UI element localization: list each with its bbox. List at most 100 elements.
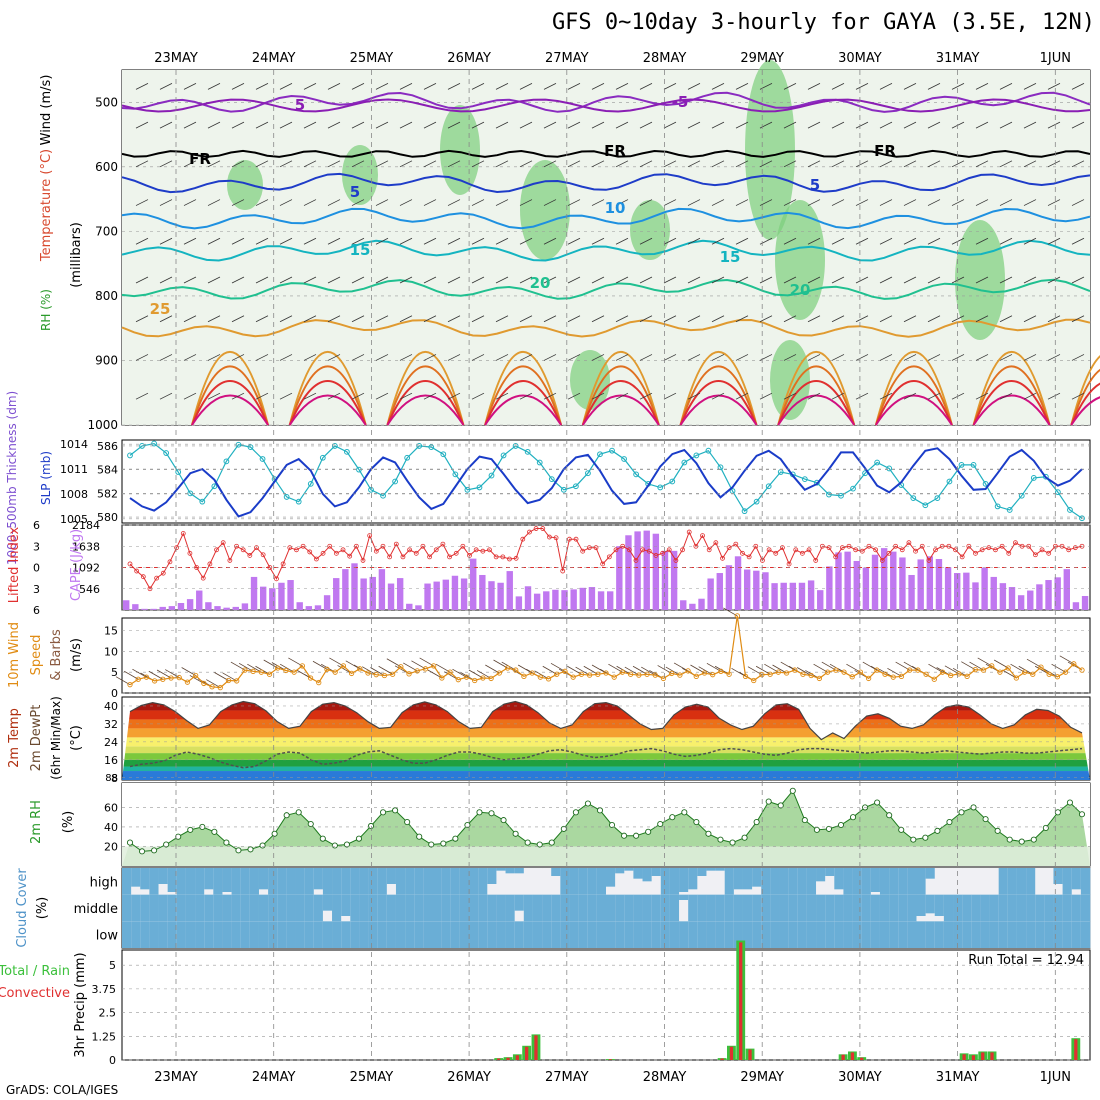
cloud-cell — [176, 868, 187, 895]
wind-barb — [879, 237, 893, 245]
wind-barb — [214, 672, 229, 681]
wind-barb — [495, 354, 509, 361]
wind-barb — [1047, 121, 1061, 129]
cloud-cell — [478, 868, 488, 895]
lifted-index-point — [513, 555, 519, 561]
cloud-cell — [624, 921, 634, 948]
wind-barb — [231, 121, 245, 129]
wind-speed-point — [283, 667, 289, 674]
cloud-cell — [469, 921, 479, 948]
cape-bar — [771, 583, 778, 610]
wind-barb — [999, 354, 1013, 361]
cape-bar — [552, 589, 559, 610]
rh-point — [922, 834, 929, 841]
thickness-tick-label: 580 — [97, 511, 118, 524]
wind-speed-point — [1021, 669, 1028, 675]
wind-barb — [471, 199, 485, 206]
cloud-cell — [432, 921, 442, 948]
wind-barb — [375, 237, 389, 245]
wind-barb — [411, 660, 426, 670]
wind-barb — [279, 199, 293, 206]
lifted-index-point — [407, 547, 413, 553]
rh-point — [958, 809, 965, 816]
lifted-index-point — [746, 554, 752, 560]
cape-bar — [698, 598, 705, 610]
thickness-point — [572, 483, 579, 490]
wind-barb — [1059, 655, 1074, 665]
cape-bar — [497, 582, 504, 610]
cloud-empty-cell — [505, 868, 515, 895]
rh-point — [596, 807, 604, 814]
wind-barb — [519, 276, 533, 284]
rh-point — [126, 839, 134, 846]
cape-bar — [543, 591, 550, 610]
wind-barb — [124, 670, 139, 680]
wind-barb — [903, 276, 917, 284]
wind-barb — [879, 199, 893, 206]
wind-speed-point — [201, 680, 207, 687]
wind-barb — [279, 83, 293, 90]
thickness-point — [826, 491, 832, 498]
wind-barb — [999, 237, 1013, 245]
wind-barb — [1023, 315, 1037, 323]
lifted-index-point — [307, 549, 313, 555]
thickness-point — [633, 471, 640, 478]
boundary-layer-contour — [874, 350, 953, 426]
wind-barb — [831, 276, 845, 284]
cloud-cell — [688, 921, 698, 948]
thickness-point — [163, 450, 170, 456]
wind-barb — [831, 160, 845, 168]
cloud-cell — [633, 894, 643, 922]
wind-speed-point — [562, 668, 568, 674]
cloud-cell — [971, 921, 981, 948]
lifted-index-point — [527, 529, 532, 535]
axis-label-wind-barbs: & Barbs — [49, 629, 64, 681]
wind-barb — [591, 354, 605, 361]
rh-point — [669, 814, 676, 821]
cape-bar — [798, 582, 806, 610]
wind-barb — [207, 315, 221, 323]
wind-barb — [927, 276, 941, 284]
footer-credit: GrADS: COLA/IGES — [6, 1083, 119, 1097]
wind-speed-point — [669, 670, 675, 677]
wind-barb — [927, 199, 941, 206]
cloud-cell — [971, 894, 981, 922]
slp-line — [129, 447, 1083, 518]
cape-bar — [753, 570, 760, 610]
thickness-point — [1018, 492, 1025, 499]
rh-point — [633, 832, 640, 839]
wind-barb — [807, 83, 821, 90]
wind-speed-point — [447, 669, 453, 675]
boundary-layer-contour — [1070, 382, 1100, 426]
boundary-layer-contour — [386, 380, 465, 426]
thickness-point — [946, 478, 953, 485]
wind-barb — [207, 160, 221, 168]
cloud-cell — [624, 894, 634, 922]
cloud-cell — [943, 894, 954, 922]
wind-barb — [423, 199, 437, 206]
cloud-cell — [359, 894, 369, 922]
cape-bar — [150, 608, 157, 610]
wind-speed-point — [849, 674, 855, 680]
cape-bar — [524, 586, 532, 610]
wind-barb — [807, 121, 821, 129]
thickness-tick-label: 582 — [97, 487, 118, 500]
cloud-cell — [898, 921, 908, 948]
wind-barb — [1071, 160, 1085, 168]
wind-speed-point — [151, 678, 158, 684]
wind-speed-point — [513, 667, 519, 673]
lifted-index-point — [886, 550, 892, 556]
thickness-point — [717, 464, 724, 471]
slp-tick-label: 1014 — [60, 438, 88, 451]
precip-convective-bar — [525, 1046, 529, 1060]
thickness-point — [1030, 475, 1037, 481]
precip-convective-bar — [850, 1052, 855, 1060]
cloud-cell — [304, 894, 315, 922]
cloud-cell — [806, 921, 817, 948]
cloud-cell — [697, 868, 707, 876]
cloud-cell — [697, 894, 707, 922]
wind-barb — [231, 392, 245, 400]
cape-bar — [323, 595, 331, 610]
wind-barb — [493, 659, 508, 669]
axis-label-precip-total: Total / Rain — [0, 964, 70, 979]
